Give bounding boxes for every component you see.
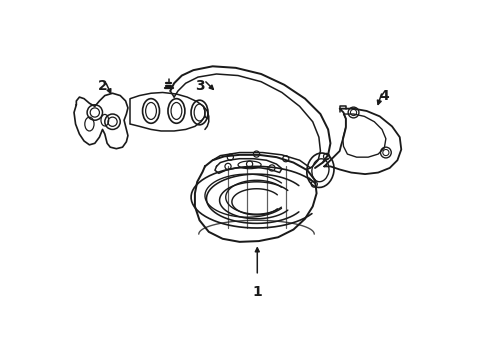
Text: 1: 1: [252, 285, 262, 299]
Text: 2: 2: [98, 78, 107, 93]
Text: 4: 4: [379, 89, 389, 103]
Text: 3: 3: [195, 78, 204, 93]
